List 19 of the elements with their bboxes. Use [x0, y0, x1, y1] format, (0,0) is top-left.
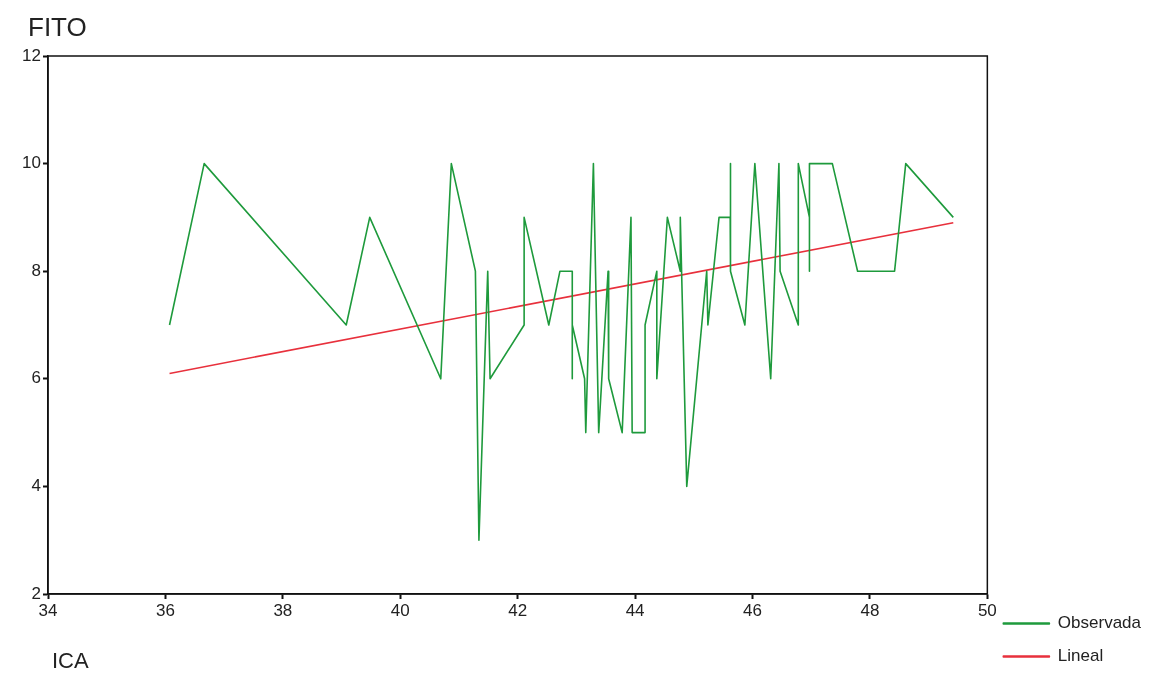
y-axis-title: FITO [28, 12, 87, 42]
x-axis-title: ICA [52, 648, 89, 673]
x-tick-label: 50 [977, 600, 997, 620]
x-tick-label: 40 [390, 600, 410, 620]
x-tick-label: 36 [155, 600, 175, 620]
x-tick-label: 38 [273, 600, 293, 620]
legend-label: Observada [1057, 613, 1142, 633]
y-tick-label: 10 [22, 153, 41, 173]
x-tick-label: 44 [625, 600, 645, 620]
y-tick-label: 4 [31, 476, 41, 496]
y-tick-label: 2 [31, 583, 41, 603]
x-tick-label: 42 [508, 600, 528, 620]
x-tick-label: 46 [743, 600, 762, 620]
y-tick-label: 6 [31, 368, 41, 388]
x-tick-label: 34 [38, 600, 58, 620]
y-tick-label: 12 [22, 45, 41, 65]
y-tick-label: 8 [31, 260, 41, 280]
legend-label: Lineal [1057, 646, 1104, 666]
x-tick-label: 48 [860, 600, 880, 620]
